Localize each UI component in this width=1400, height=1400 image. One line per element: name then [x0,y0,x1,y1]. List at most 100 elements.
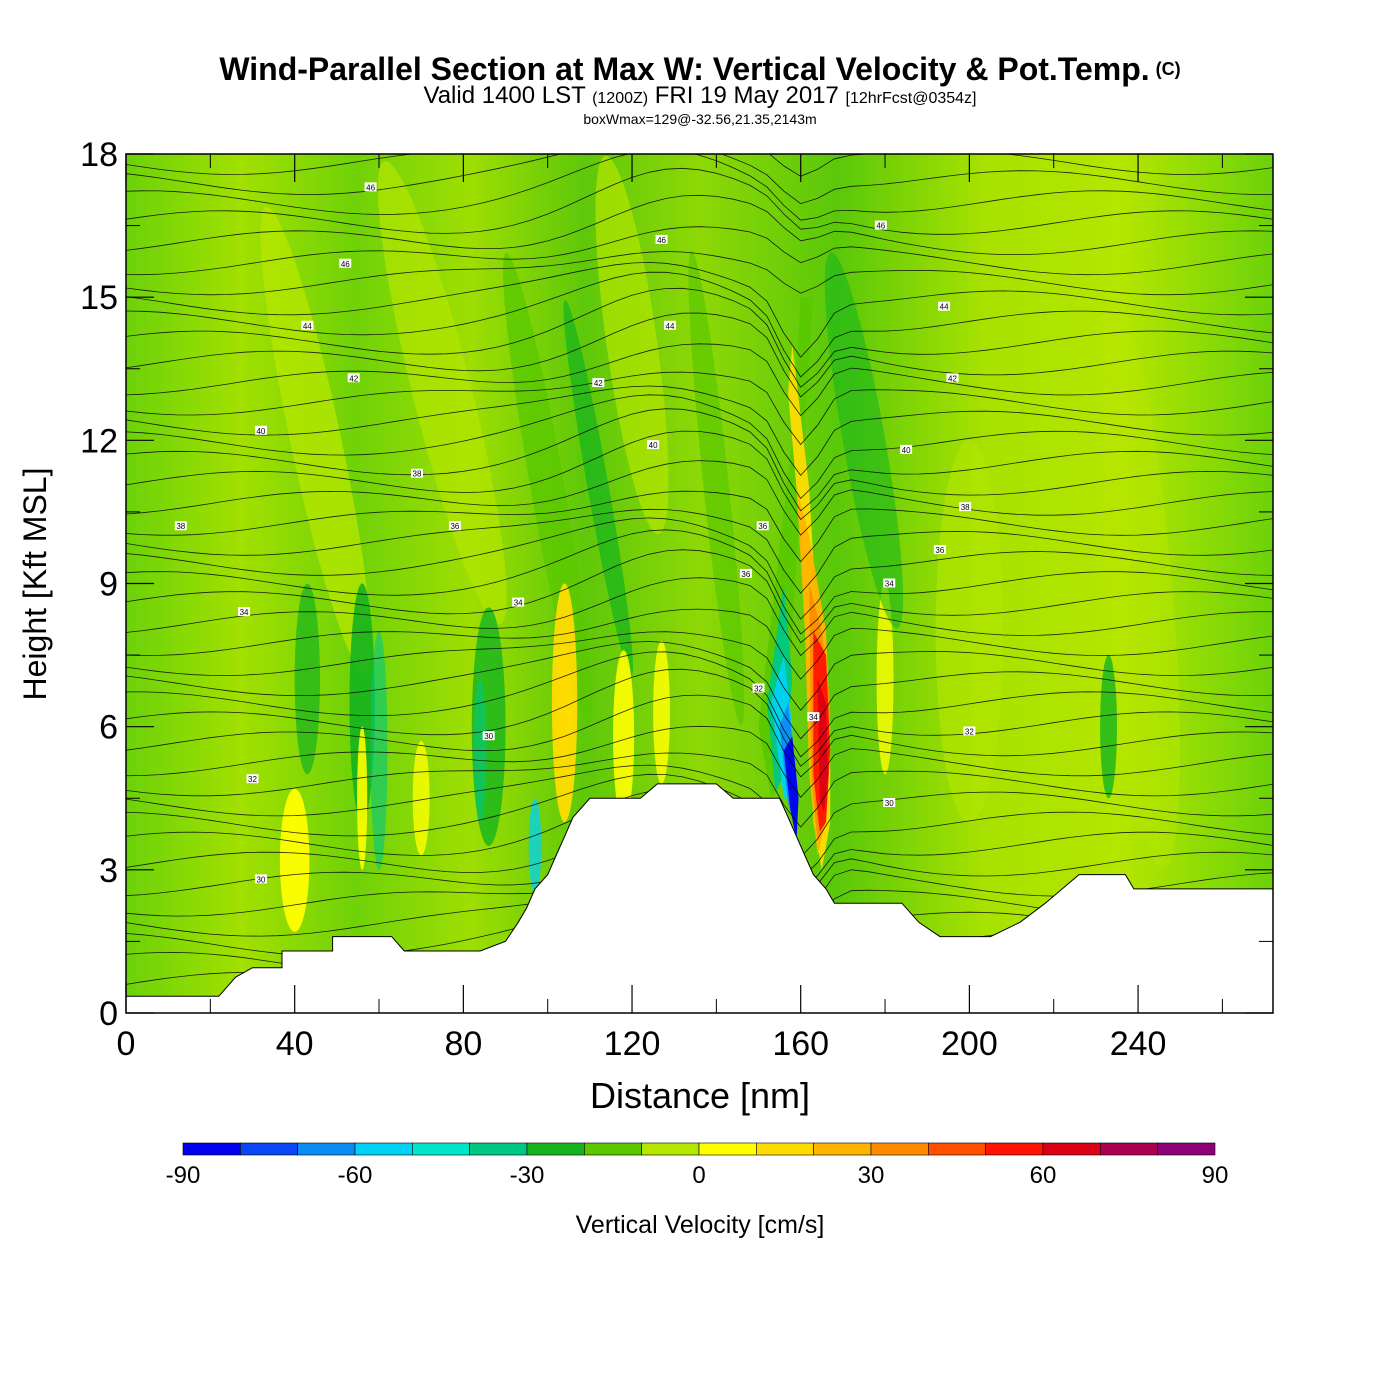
velocity-band [1100,655,1117,799]
contour-label: 34 [883,578,896,589]
isentrope [126,651,1273,758]
y-tick-label: 9 [99,566,118,604]
contour-label-bg [512,597,525,607]
colorbar-swatch [1042,1142,1101,1156]
colorbar-swatch [584,1142,642,1156]
isentrope [126,261,1273,358]
box-info: boxWmax=129@-32.56,21.35,2143m [583,111,817,127]
isentrope [126,752,1273,828]
colorbar-swatch [412,1142,470,1156]
x-tick-label: 240 [1110,1025,1167,1063]
isentrope [126,343,1273,417]
contour-label-text: 46 [657,236,666,245]
velocity-band [613,650,635,823]
isentrope [126,641,1273,740]
x-tick-label: 40 [276,1025,314,1063]
isentrope [126,408,1273,512]
velocity-band [294,583,320,775]
contour-label: 38 [959,502,972,512]
contour-label-bg [963,726,976,736]
isentrope [126,167,1273,235]
isentrope [126,312,1273,398]
contour-label-text: 30 [885,799,894,808]
velocity-band [824,252,904,629]
contour-label-bg [482,731,495,741]
contour-label: 30 [883,798,896,808]
isentrope [126,694,1273,778]
contour-label: 38 [174,521,187,531]
contour-label-bg [647,440,660,450]
contour-label-bg [364,182,377,192]
contour-label: 38 [410,468,423,479]
contour-label-text: 38 [413,470,422,479]
isentrope [126,226,1273,276]
contour-label-text: 38 [176,522,185,531]
contour-label-text: 44 [303,322,312,331]
isentrope [126,271,1273,378]
colorbar-swatch [240,1142,298,1156]
velocity-band [1096,298,1180,869]
x-tick-label: 0 [117,1025,136,1063]
isentrope [126,430,1273,521]
contour-label-text: 32 [965,727,974,736]
contour-label-bg [655,234,668,244]
colorbar-swatch [698,1142,757,1156]
contour-label-bg [246,774,259,784]
colorbar-swatch [870,1142,929,1156]
isentrope [126,631,1273,711]
contour-label-bg [933,545,946,555]
isentrope [126,371,1273,446]
isentrope [126,577,1273,657]
chart-subtitle: Valid 1400 LST (1200Z) FRI 19 May 2017 [… [0,84,1400,111]
contour-label-bg [663,320,676,330]
contour-label-text: 34 [885,580,894,589]
contour-label-bg [174,521,187,531]
velocity-band [412,740,430,856]
isentrope [126,490,1273,563]
contour-label-bg [448,521,461,531]
contour-label: 46 [655,234,668,245]
colorbar: -90 -60 -30 0 30 60 90 [166,1142,1229,1189]
contour-label-bg [254,874,267,884]
contour-label-text: 42 [349,374,358,383]
contour-label: 42 [592,378,605,388]
contour-label-bg [874,220,887,230]
contour-label: 30 [482,731,495,741]
velocity-band [558,645,571,761]
contour-label-text: 30 [256,875,265,884]
velocity-band [260,206,372,674]
contour-label: 36 [448,521,461,531]
isentrope [126,154,1273,221]
colorbar-tick-label: -60 [338,1162,373,1189]
contour-label-bg [900,444,913,454]
isentrope [126,154,1273,205]
contour-label: 42 [946,373,959,383]
contour-label-text: 30 [484,732,493,741]
isentrope [126,529,1273,635]
contour-label-text: 40 [256,427,265,436]
velocity-core [783,736,799,842]
contour-label-text: 44 [940,303,949,312]
colorbar-tick-label: 60 [1030,1162,1057,1189]
contour-label: 34 [807,712,820,722]
contour-label: 40 [647,440,660,450]
x-axis-label: Distance [nm] [590,1075,810,1116]
velocity-band [357,726,368,870]
contour-label-text: 34 [514,599,523,608]
velocity-band [653,640,670,784]
contour-label: 40 [900,444,913,455]
contour-label: 34 [512,597,525,608]
colorbar-swatch [526,1142,585,1156]
colorbar-tick-label: 90 [1202,1162,1229,1189]
velocity-band [935,440,1004,823]
isentrope [126,508,1273,594]
contour-label-text: 36 [741,570,750,579]
contour-label-bg [254,425,267,435]
colorbar-swatch [641,1142,700,1156]
y-tick-label: 6 [99,709,118,747]
contour-label-text: 46 [341,260,350,269]
contour-label: 32 [752,683,765,693]
x-tick-label: 160 [772,1025,829,1063]
colorbar-tick-label: -90 [166,1162,201,1189]
